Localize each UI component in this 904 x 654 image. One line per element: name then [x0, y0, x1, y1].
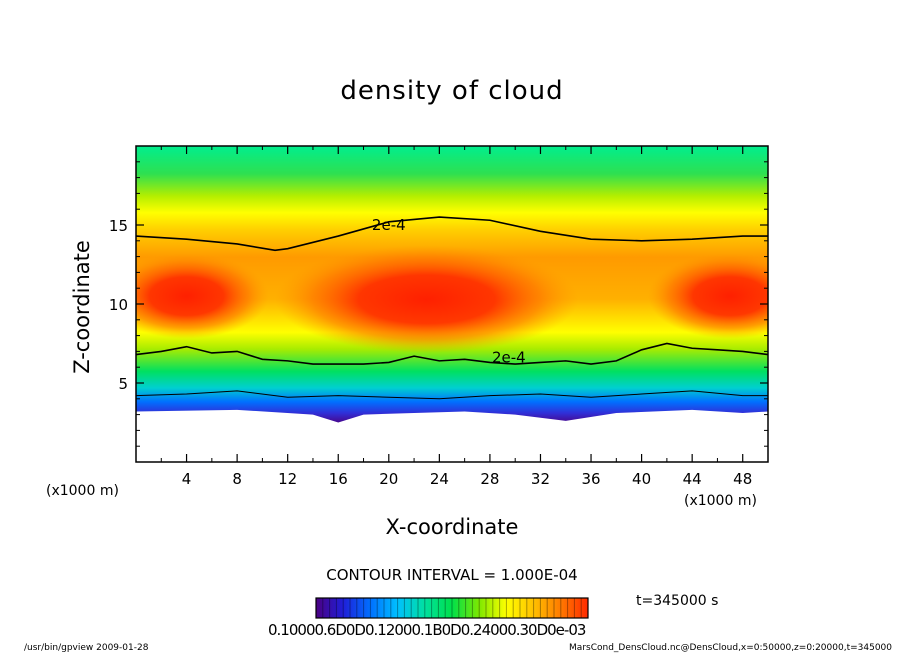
- contour-line-1: [135, 342, 769, 365]
- x-tick-label-16: 16: [329, 470, 348, 488]
- density-field: [136, 146, 768, 423]
- time-label: t=345000 s: [636, 593, 719, 609]
- x-tick-label-40: 40: [632, 470, 651, 488]
- x-axis-label: X-coordinate: [385, 515, 519, 539]
- density-maximum-2: [647, 253, 768, 339]
- x-tick-label-28: 28: [480, 470, 499, 488]
- x-tick-label-12: 12: [278, 470, 297, 488]
- x-axis-unit-left: (x1000 m): [46, 483, 119, 499]
- density-maximum-1: [136, 253, 269, 339]
- contour-interval-label: CONTOUR INTERVAL = 1.000E-04: [326, 566, 578, 584]
- y-tick-label-5: 5: [118, 375, 128, 393]
- y-axis-label: Z-coordinate: [70, 240, 94, 374]
- x-tick-label-32: 32: [531, 470, 550, 488]
- x-tick-label-36: 36: [581, 470, 600, 488]
- y-tick-label-15: 15: [109, 217, 128, 235]
- footer-data-source: MarsCond_DensCloud.nc@DensCloud,x=0:5000…: [569, 643, 892, 653]
- x-tick-label-8: 8: [232, 470, 242, 488]
- x-tick-label-20: 20: [379, 470, 398, 488]
- density-maximum-0: [275, 245, 579, 353]
- x-tick-label-24: 24: [430, 470, 449, 488]
- x-tick-label-48: 48: [733, 470, 752, 488]
- footer-program-date: /usr/bin/gpview 2009-01-28: [24, 643, 149, 653]
- chart-title: density of cloud: [340, 76, 564, 106]
- contour-line-2: [135, 390, 768, 400]
- colorbar-fill: [316, 598, 588, 618]
- colorbar: [315, 597, 589, 619]
- y-tick-label-10: 10: [109, 296, 128, 314]
- x-axis-unit-right: (x1000 m): [684, 493, 757, 509]
- contour-lines: 2e-4 2e-4: [135, 216, 769, 400]
- contour-label-upper: 2e-4: [372, 216, 406, 234]
- colorbar-tick-labels: 0.10000.6D0D0.12000.1B0D0.24000.30D0e-03: [268, 621, 586, 639]
- contour-line-0: [135, 216, 768, 252]
- x-tick-label-44: 44: [683, 470, 702, 488]
- contour-label-lower: 2e-4: [492, 349, 526, 367]
- colorbar-frame: [315, 597, 589, 619]
- x-tick-label-4: 4: [182, 470, 192, 488]
